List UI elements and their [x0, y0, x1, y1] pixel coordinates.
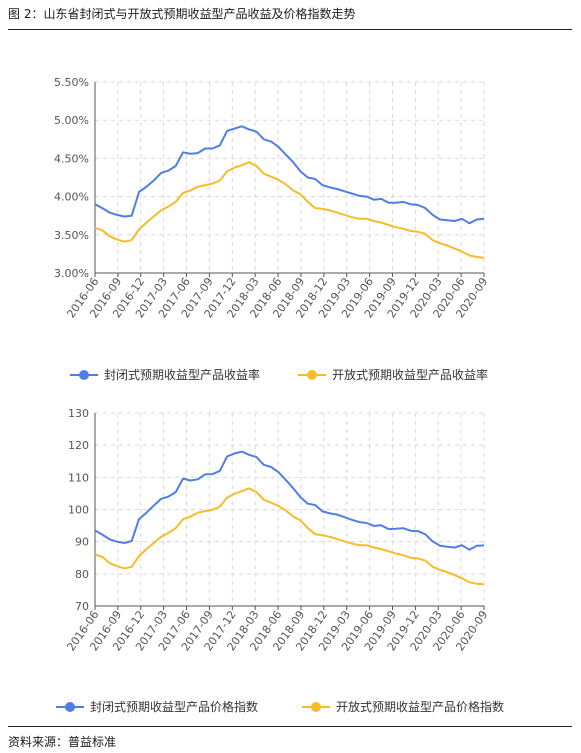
legend-marker — [79, 370, 89, 380]
legend-marker — [65, 702, 75, 712]
figure-title: 图 2：山东省封闭式与开放式预期收益型产品收益及价格指数走势 — [8, 7, 356, 21]
series-line-0 — [94, 125, 485, 225]
legend-label[interactable]: 封闭式预期收益型产品价格指数 — [90, 699, 258, 714]
y-tick-label: 80 — [75, 568, 89, 581]
price-index-chart: 7080901001101201302016-062016-092016-122… — [56, 407, 504, 714]
series-line-1 — [94, 161, 485, 259]
yield-rate-chart: 3.00%3.50%4.00%4.50%5.00%5.50%2016-06201… — [54, 76, 490, 382]
series-line-1 — [94, 487, 485, 586]
y-tick-label: 3.50% — [54, 229, 89, 242]
y-tick-label: 120 — [68, 439, 89, 452]
y-tick-label: 110 — [68, 471, 89, 484]
legend-label[interactable]: 开放式预期收益型产品收益率 — [332, 367, 488, 382]
bottom-rule — [8, 726, 572, 727]
legend-marker — [307, 370, 317, 380]
y-tick-label: 5.50% — [54, 76, 89, 89]
legend-label[interactable]: 封闭式预期收益型产品收益率 — [104, 367, 260, 382]
y-tick-label: 4.50% — [54, 152, 89, 165]
y-tick-label: 70 — [75, 600, 89, 613]
top-rule — [8, 29, 572, 30]
y-tick-label: 90 — [75, 536, 89, 549]
y-tick-label: 100 — [68, 504, 89, 517]
legend-marker — [311, 702, 321, 712]
series-line-0 — [94, 450, 485, 551]
y-tick-label: 5.00% — [54, 114, 89, 127]
y-tick-label: 3.00% — [54, 267, 89, 280]
source-note: 资料来源：普益标准 — [8, 735, 117, 749]
y-tick-label: 130 — [68, 407, 89, 420]
legend-label[interactable]: 开放式预期收益型产品价格指数 — [336, 699, 504, 714]
y-tick-label: 4.00% — [54, 191, 89, 204]
